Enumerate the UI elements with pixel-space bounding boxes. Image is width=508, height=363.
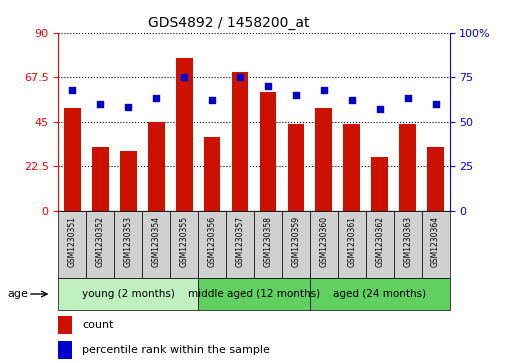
- Bar: [58, 341, 72, 359]
- Point: [431, 101, 439, 107]
- Text: GSM1230362: GSM1230362: [375, 216, 384, 267]
- Text: GSM1230363: GSM1230363: [403, 216, 412, 267]
- Bar: [399, 123, 416, 211]
- Text: age: age: [7, 289, 28, 299]
- Bar: [58, 211, 86, 278]
- Bar: [288, 123, 304, 211]
- Point: [264, 83, 272, 89]
- Bar: [142, 211, 170, 278]
- Bar: [315, 108, 332, 211]
- Bar: [338, 211, 366, 278]
- Text: GDS4892 / 1458200_at: GDS4892 / 1458200_at: [148, 16, 309, 30]
- Point: [96, 101, 104, 107]
- Point: [403, 95, 411, 101]
- Text: GSM1230353: GSM1230353: [124, 216, 133, 267]
- Text: count: count: [82, 320, 113, 330]
- Text: GSM1230354: GSM1230354: [152, 216, 161, 267]
- Text: percentile rank within the sample: percentile rank within the sample: [82, 345, 270, 355]
- Text: aged (24 months): aged (24 months): [333, 289, 426, 299]
- Bar: [58, 316, 72, 334]
- Bar: [310, 278, 450, 310]
- Text: GSM1230356: GSM1230356: [208, 216, 216, 267]
- Bar: [282, 211, 310, 278]
- Text: GSM1230358: GSM1230358: [264, 216, 272, 267]
- Point: [320, 87, 328, 93]
- Text: GSM1230357: GSM1230357: [236, 216, 244, 267]
- Bar: [343, 123, 360, 211]
- Bar: [394, 211, 422, 278]
- Text: GSM1230359: GSM1230359: [292, 216, 300, 267]
- Point: [292, 92, 300, 98]
- Point: [375, 106, 384, 112]
- Bar: [204, 138, 220, 211]
- Bar: [176, 58, 193, 211]
- Bar: [58, 278, 198, 310]
- Text: young (2 months): young (2 months): [82, 289, 175, 299]
- Text: GSM1230361: GSM1230361: [347, 216, 356, 267]
- Text: GSM1230352: GSM1230352: [96, 216, 105, 267]
- Bar: [310, 211, 338, 278]
- Bar: [92, 147, 109, 211]
- Bar: [148, 122, 165, 211]
- Point: [124, 105, 132, 110]
- Bar: [371, 157, 388, 211]
- Point: [152, 95, 160, 101]
- Bar: [254, 211, 282, 278]
- Text: GSM1230364: GSM1230364: [431, 216, 440, 267]
- Bar: [232, 72, 248, 211]
- Bar: [422, 211, 450, 278]
- Point: [180, 74, 188, 80]
- Text: GSM1230351: GSM1230351: [68, 216, 77, 267]
- Point: [347, 97, 356, 103]
- Bar: [114, 211, 142, 278]
- Bar: [120, 151, 137, 211]
- Text: GSM1230355: GSM1230355: [180, 216, 188, 267]
- Point: [236, 74, 244, 80]
- Text: middle aged (12 months): middle aged (12 months): [188, 289, 320, 299]
- Bar: [427, 147, 444, 211]
- Bar: [86, 211, 114, 278]
- Bar: [64, 108, 81, 211]
- Text: GSM1230360: GSM1230360: [320, 216, 328, 267]
- Bar: [226, 211, 254, 278]
- Bar: [198, 278, 310, 310]
- Bar: [170, 211, 198, 278]
- Bar: [260, 92, 276, 211]
- Point: [208, 97, 216, 103]
- Point: [68, 87, 76, 93]
- Bar: [366, 211, 394, 278]
- Bar: [198, 211, 226, 278]
